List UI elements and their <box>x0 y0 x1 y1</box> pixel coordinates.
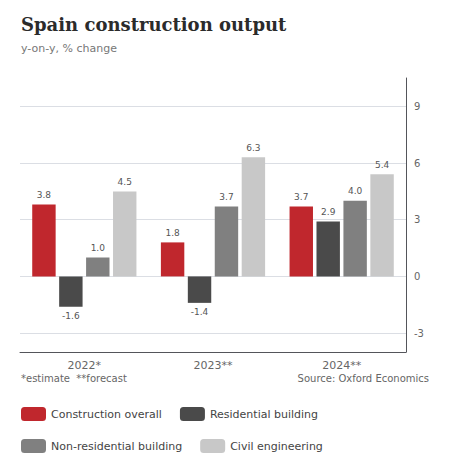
svg-text:Spain construction output: Spain construction output <box>21 14 287 35</box>
svg-text:6: 6 <box>414 158 420 169</box>
svg-text:2.9: 2.9 <box>321 207 336 217</box>
svg-text:2022*: 2022* <box>68 359 102 372</box>
svg-text:3: 3 <box>414 214 420 225</box>
svg-text:3.7: 3.7 <box>294 192 308 202</box>
svg-text:y-on-y, % change: y-on-y, % change <box>21 42 117 55</box>
svg-text:2024**: 2024** <box>322 359 361 372</box>
svg-text:Source: Oxford Economics: Source: Oxford Economics <box>298 373 429 384</box>
svg-text:Civil engineering: Civil engineering <box>230 440 323 453</box>
svg-text:1.0: 1.0 <box>91 243 106 253</box>
svg-text:*estimate **forecast: *estimate **forecast <box>21 373 127 384</box>
svg-text:4.5: 4.5 <box>118 177 132 187</box>
svg-text:2023**: 2023** <box>194 359 233 372</box>
svg-text:3.8: 3.8 <box>37 190 52 200</box>
svg-text:4.0: 4.0 <box>348 186 363 196</box>
svg-text:Non-residential building: Non-residential building <box>51 440 182 453</box>
svg-text:-1.4: -1.4 <box>191 307 209 317</box>
svg-text:3.7: 3.7 <box>219 192 233 202</box>
svg-text:Construction overall: Construction overall <box>51 408 162 421</box>
svg-text:5.4: 5.4 <box>375 160 390 170</box>
svg-text:9: 9 <box>414 101 420 112</box>
svg-text:-3: -3 <box>414 328 424 339</box>
svg-text:-1.6: -1.6 <box>62 311 80 321</box>
svg-text:1.8: 1.8 <box>165 228 180 238</box>
svg-text:0: 0 <box>414 271 420 282</box>
svg-text:Residential building: Residential building <box>210 408 318 421</box>
svg-text:6.3: 6.3 <box>246 143 260 153</box>
